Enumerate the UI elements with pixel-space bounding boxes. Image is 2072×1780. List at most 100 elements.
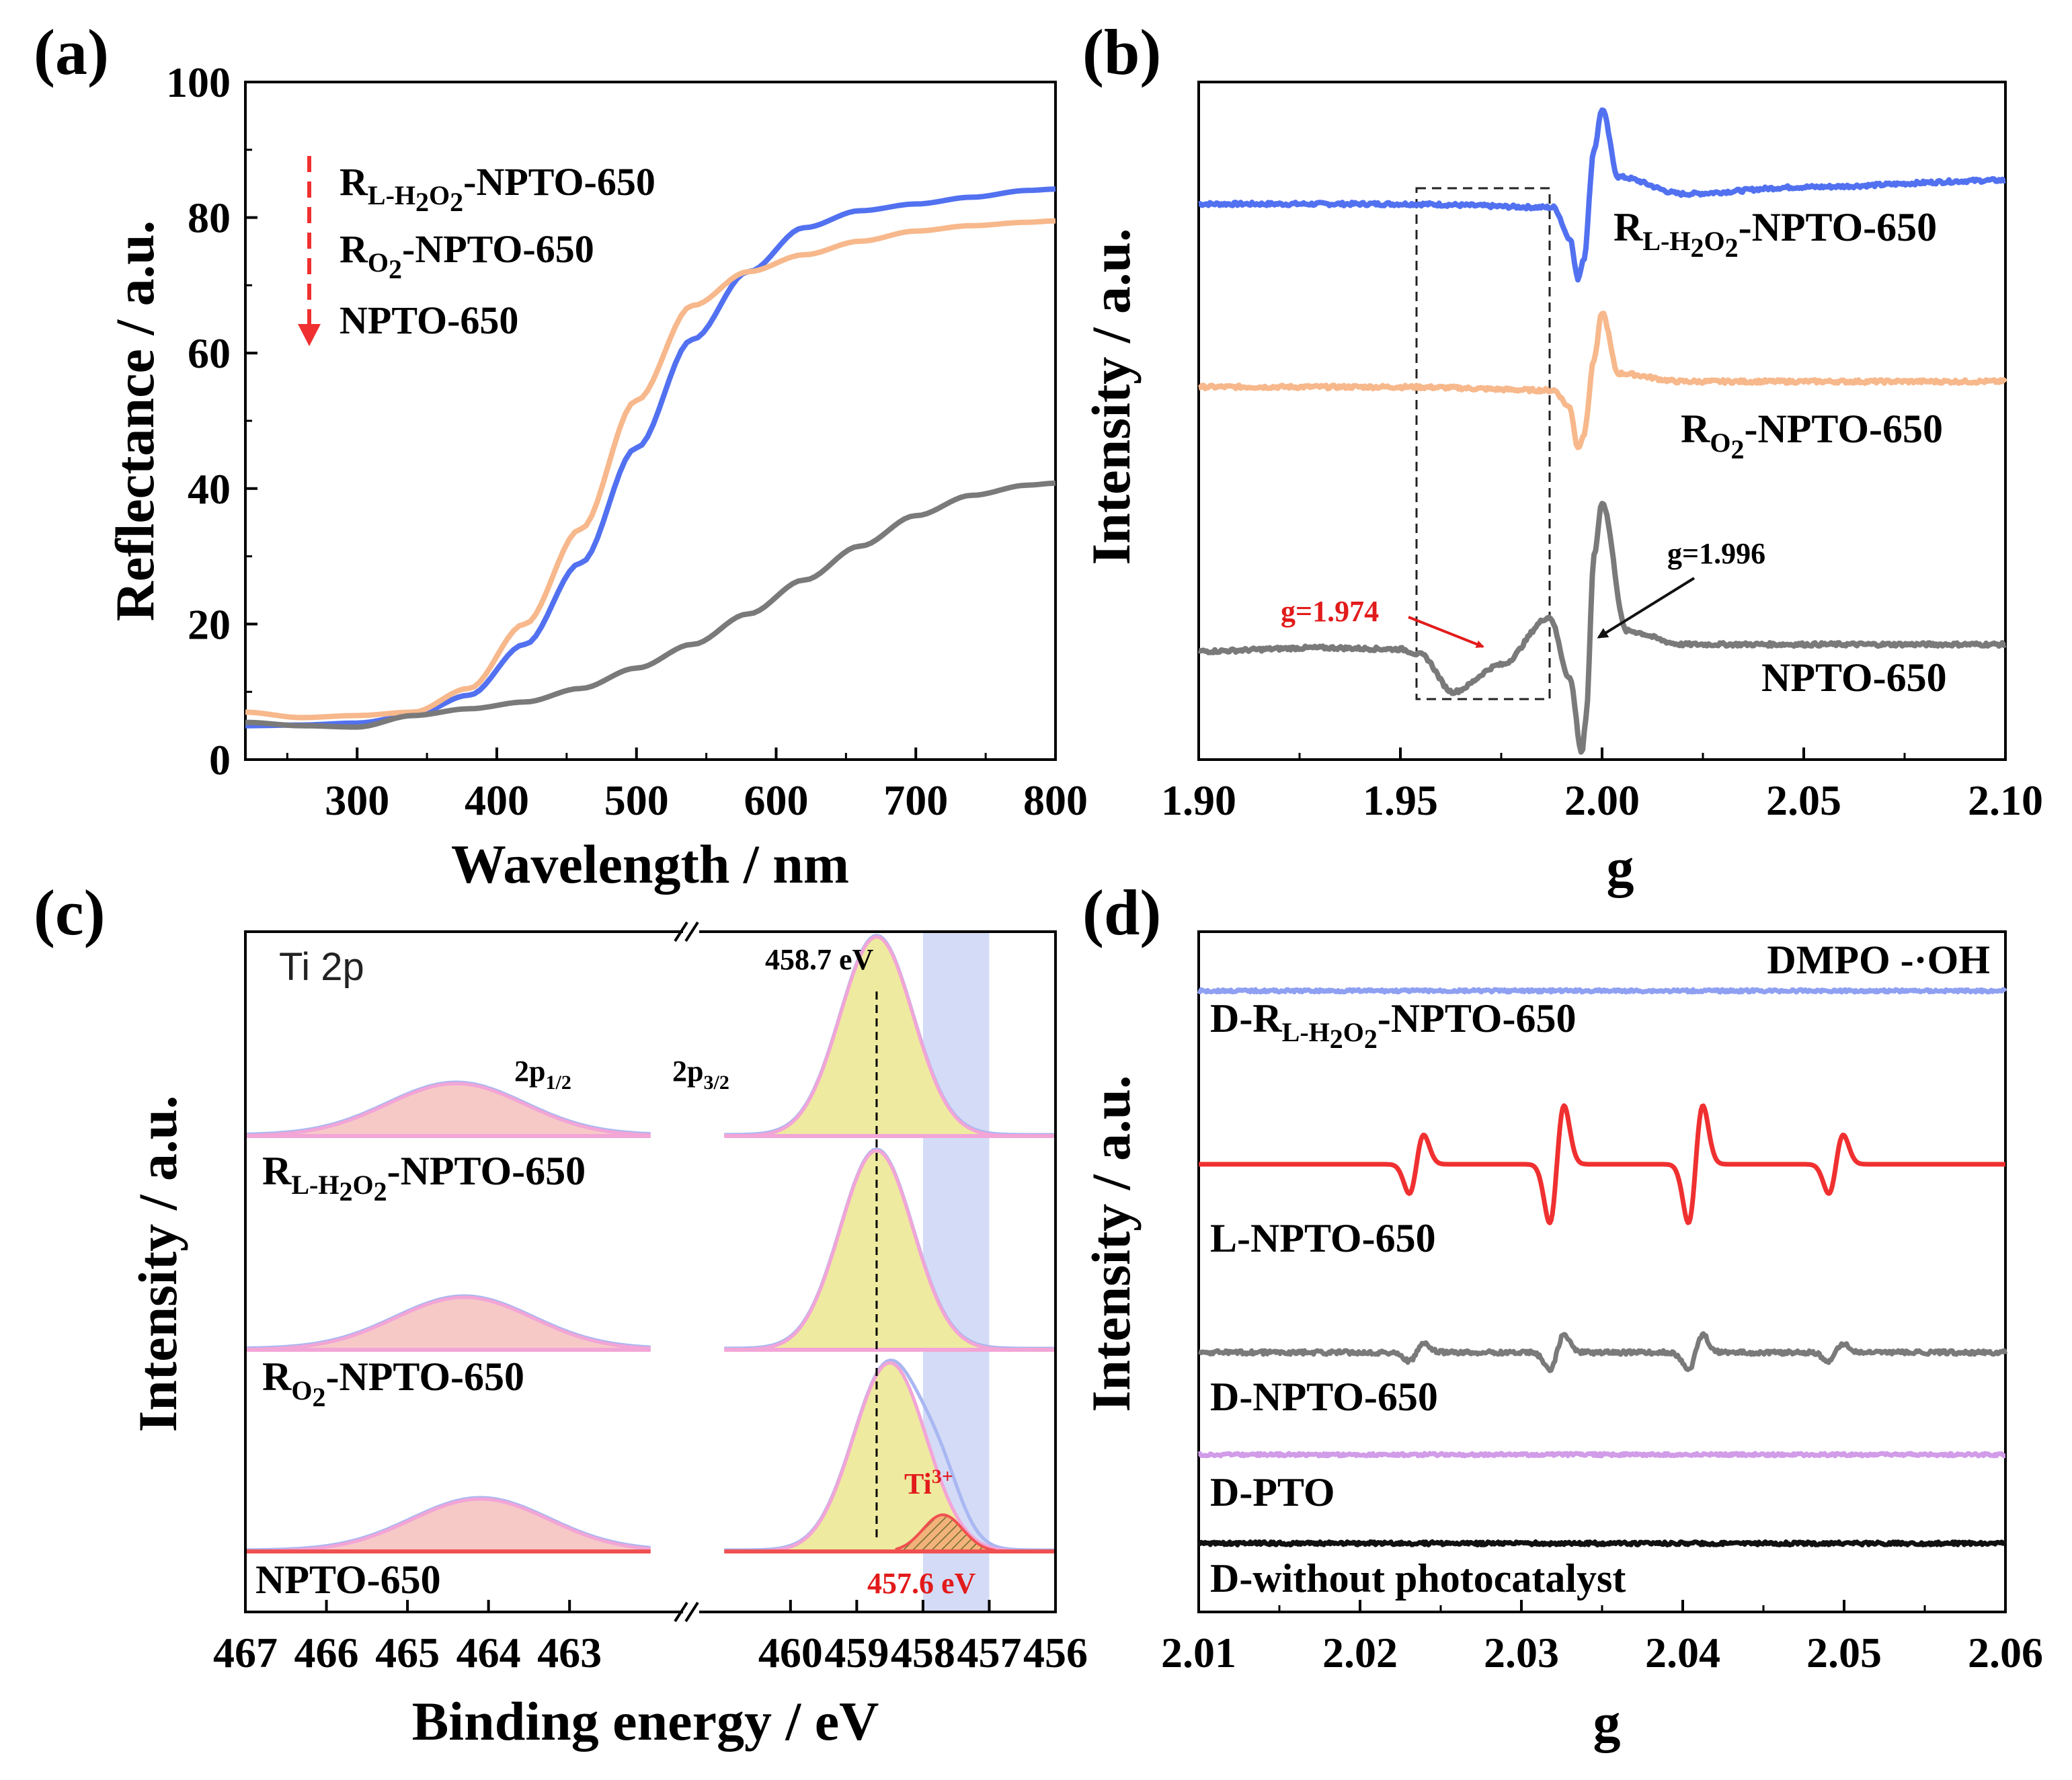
x-tick-label-d: 2.05 xyxy=(1806,1629,1882,1676)
annotation-g1974: g=1.974 xyxy=(1281,595,1379,628)
ti3-peak-area xyxy=(895,1513,1000,1553)
panel-label-a: (a) xyxy=(34,16,109,88)
x-tick-label-c: 465 xyxy=(375,1629,440,1676)
ylabel-a: Reflectance / a.u. xyxy=(104,220,165,622)
y-tick-label-a: 60 xyxy=(188,329,231,377)
series-line-b-1 xyxy=(1197,107,2007,283)
x-tick-label-c: 458 xyxy=(891,1629,955,1676)
legend-entry-3: NPTO-650 xyxy=(340,298,518,342)
x-tick-label-b: 2.05 xyxy=(1766,776,1841,824)
series-line-a-2 xyxy=(245,218,1056,721)
panel-label-c: (c) xyxy=(34,877,106,948)
series-label-b-3: NPTO-650 xyxy=(1761,655,1947,700)
y-axis-title-a: Reflectance / a.u. xyxy=(104,220,165,622)
x-tick-label-c: 466 xyxy=(294,1629,359,1676)
label-2p32: 2p3/2 xyxy=(672,1055,729,1094)
y-tick-label-a: 100 xyxy=(166,58,231,106)
arrow-g1996-icon xyxy=(1597,577,1696,639)
x-tick-label-b: 2.00 xyxy=(1564,776,1640,824)
peak-area-2p32-c-2 xyxy=(724,1150,1055,1350)
x-tick-label-c: 460 xyxy=(758,1629,823,1676)
series-label-c-1: RL-H2O2-NPTO-650 xyxy=(262,1149,586,1207)
highlight-box-b xyxy=(1415,187,1551,700)
series-lines-a xyxy=(245,186,1056,730)
peak-area-2p12-c-2 xyxy=(245,1297,651,1350)
axis-ticks-c: 467 466 465 464 463 460 459 458 457 456 xyxy=(213,1600,1088,1676)
series-line-d-3 xyxy=(1197,1331,2008,1373)
y-tick-label-a: 0 xyxy=(209,736,231,784)
peak-area-2p32-c-3 xyxy=(724,1363,1055,1551)
x-tick-label-d: 2.06 xyxy=(1968,1629,2043,1676)
x-tick-label-a: 800 xyxy=(1023,776,1088,824)
series-line-b-3 xyxy=(1197,501,2007,755)
series-label-d-1: D-RL-H2O2-NPTO-650 xyxy=(1210,996,1576,1054)
series-label-d-2: L-NPTO-650 xyxy=(1210,1216,1436,1260)
ylabel-c: Intensity / a.u. xyxy=(127,1095,188,1432)
x-tick-label-b: 1.95 xyxy=(1363,776,1438,824)
x-tick-label-c: 459 xyxy=(824,1629,889,1676)
panel-a: (a) 300 400 500 600 700 800 0 20 40 60 80 100 Refle… xyxy=(34,16,1088,895)
y-tick-label-a: 80 xyxy=(188,194,231,242)
peak-area-2p32-c-1 xyxy=(724,936,1055,1136)
axis-ticks-d: 2.01 2.02 2.03 2.04 2.05 2.06 xyxy=(1161,1600,2043,1676)
panel-c: (c) 467 466 465 464 463 460 459 458 457 456 Ti 2p… xyxy=(34,877,1088,1752)
xlabel-a: Wavelength / nm xyxy=(451,834,849,895)
legend-arrow-head-icon xyxy=(298,324,321,346)
x-tick-label-d: 2.01 xyxy=(1161,1629,1236,1676)
panel-b: (b) 1.90 1.95 2.00 2.05 2.10 Intensity / a.u… xyxy=(1080,16,2043,898)
series-label-d-4: D-PTO xyxy=(1210,1470,1335,1514)
series-line-d-5 xyxy=(1197,1539,2007,1547)
x-tick-label-c: 467 xyxy=(213,1629,278,1676)
x-tick-label-a: 600 xyxy=(744,776,808,824)
series-label-d-5: D-without photocatalyst xyxy=(1210,1556,1626,1601)
peak-energy-label: 458.7 eV xyxy=(765,943,874,976)
legend-entry-2: RO2-NPTO-650 xyxy=(340,227,594,284)
x-tick-label-c: 464 xyxy=(456,1629,521,1676)
series-lines-b xyxy=(1197,107,2008,755)
fit-2p12-c-2 xyxy=(245,1295,651,1351)
series-lines-d xyxy=(1197,987,2008,1547)
arrow-g1974-icon xyxy=(1408,616,1484,648)
fit-2p12-c-1 xyxy=(245,1082,651,1137)
x-tick-label-b: 1.90 xyxy=(1161,776,1236,824)
y-tick-label-a: 20 xyxy=(188,600,231,648)
legend-a: RL-H2O2-NPTO-650 RO2-NPTO-650 NPTO-650 xyxy=(298,156,655,346)
plot-frame-c xyxy=(244,930,1057,1613)
series-label-b-2: RO2-NPTO-650 xyxy=(1681,407,1943,464)
series-line-b-2 xyxy=(1197,311,2008,450)
series-line-d-4 xyxy=(1197,1451,2007,1459)
y-tick-label-a: 40 xyxy=(188,465,231,513)
ylabel-d: Intensity / a.u. xyxy=(1080,1075,1142,1412)
series-label-c-2: RO2-NPTO-650 xyxy=(262,1354,524,1412)
ylabel-b: Intensity / a.u. xyxy=(1080,228,1142,565)
x-tick-label-d: 2.02 xyxy=(1322,1629,1398,1676)
x-tick-label-a: 500 xyxy=(604,776,669,824)
x-tick-label-d: 2.03 xyxy=(1484,1629,1559,1676)
panel-label-b: (b) xyxy=(1082,16,1161,88)
axis-ticks-b: 1.90 1.95 2.00 2.05 2.10 xyxy=(1161,747,2043,824)
title-c: Ti 2p xyxy=(279,945,364,989)
x-tick-label-c: 463 xyxy=(537,1629,602,1676)
series-label-b-1: RL-H2O2-NPTO-650 xyxy=(1613,205,1937,263)
series-label-c-3: NPTO-650 xyxy=(255,1558,441,1602)
axis-ticks-a: 300 400 500 600 700 800 0 20 40 60 80 100 xyxy=(166,58,1088,824)
series-label-d-3: D-NPTO-650 xyxy=(1210,1375,1438,1419)
xlabel-d: g xyxy=(1593,1692,1621,1753)
x-tick-label-d: 2.04 xyxy=(1645,1629,1720,1676)
series-line-a-3 xyxy=(245,480,1056,730)
label-ti3-energy: 457.6 eV xyxy=(867,1567,976,1600)
x-tick-label-b: 2.10 xyxy=(1968,776,2043,824)
x-tick-label-c: 456 xyxy=(1023,1629,1088,1676)
annotation-g1996: g=1.996 xyxy=(1667,537,1765,570)
series-line-d-2 xyxy=(1197,1103,2007,1225)
axis-break-c xyxy=(674,921,699,1623)
panel-label-d: (d) xyxy=(1082,877,1161,948)
x-tick-label-c: 457 xyxy=(957,1629,1021,1676)
series-line-d-1 xyxy=(1197,987,2007,995)
fit-2p12-c-3 xyxy=(245,1497,651,1553)
legend-entry-1: RL-H2O2-NPTO-650 xyxy=(340,160,655,217)
xlabel-c: Binding energy / eV xyxy=(412,1691,879,1752)
xlabel-b: g xyxy=(1607,837,1634,898)
x-tick-label-a: 700 xyxy=(883,776,948,824)
x-tick-label-a: 400 xyxy=(465,776,529,824)
